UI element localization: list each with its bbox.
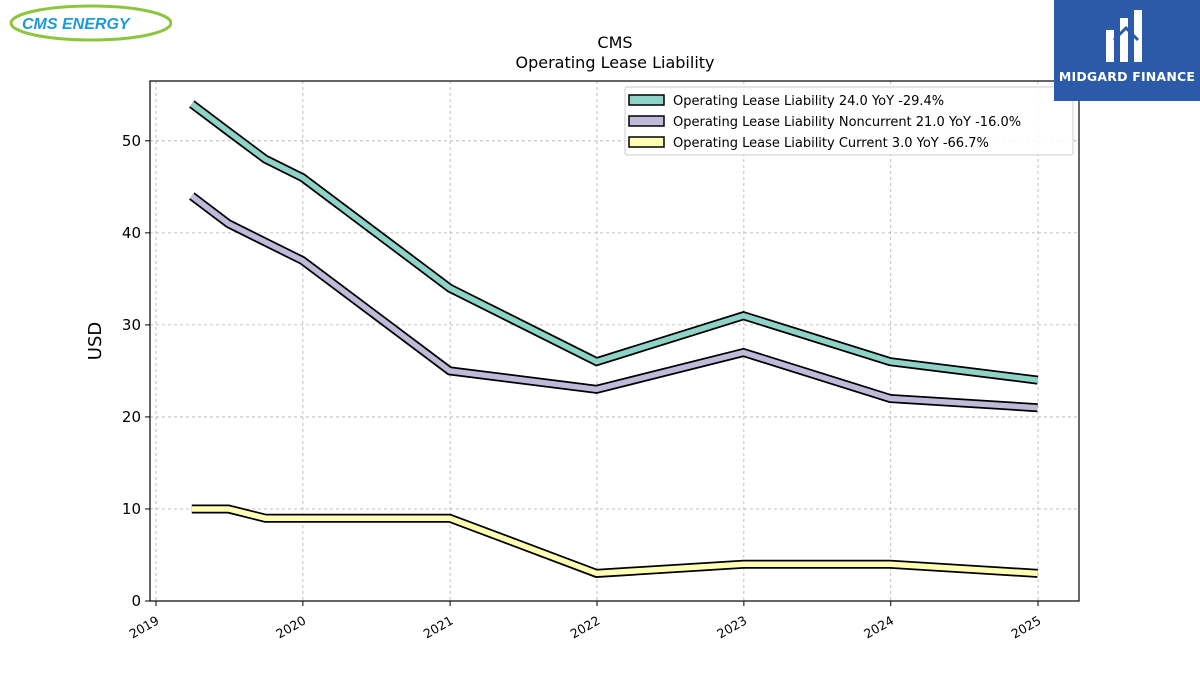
cms-energy-logo-text: CMS ENERGY	[22, 16, 131, 33]
series-group	[189, 100, 1039, 578]
chart-title: CMS	[597, 33, 632, 52]
y-tick-label: 50	[122, 132, 141, 150]
y-tick-label: 40	[122, 224, 141, 242]
logo-bar-mid	[1120, 18, 1128, 62]
legend-swatch	[628, 115, 665, 127]
midgard-finance-logo-text: MIDGARD FINANCE	[1058, 69, 1196, 84]
chart-subtitle: Operating Lease Liability	[515, 53, 714, 72]
legend-label: Operating Lease Liability Current 3.0 Yo…	[673, 136, 989, 151]
legend-swatch	[628, 136, 665, 148]
x-tick-label: 2024	[861, 613, 896, 642]
logo-bar-right	[1134, 10, 1142, 62]
grid	[150, 81, 1079, 602]
y-tick-label: 20	[122, 408, 141, 426]
logo-bar-left	[1106, 30, 1114, 62]
legend-label: Operating Lease Liability 24.0 YoY -29.4…	[673, 94, 944, 109]
series-line-operating-lease-liability	[190, 101, 1038, 383]
y-tick-label: 0	[131, 592, 141, 610]
legend-label: Operating Lease Liability Noncurrent 21.…	[673, 115, 1021, 130]
cms-energy-logo-mark: CMS ENERGY	[9, 4, 173, 42]
legend-swatch	[628, 94, 665, 106]
series-outline-operating-lease-liability-noncurrent	[189, 192, 1038, 413]
series-line-operating-lease-liability-current	[191, 506, 1038, 577]
logo-chevron	[1112, 25, 1140, 42]
x-tick-label: 2021	[421, 613, 456, 642]
y-tick-label: 30	[122, 316, 141, 334]
x-tick-label: 2019	[126, 613, 161, 642]
y-axis-label: USD	[85, 322, 106, 360]
legend: Operating Lease Liability 24.0 YoY -29.4…	[624, 86, 1074, 156]
x-tick-label: 2022	[567, 613, 602, 642]
midgard-logo-mark	[1106, 10, 1142, 62]
cms-energy-logo: CMS ENERGY	[6, 4, 173, 44]
midgard-finance-logo: MIDGARD FINANCE	[1054, 0, 1200, 101]
series-line-operating-lease-liability-noncurrent	[190, 193, 1038, 411]
plot-frame	[149, 80, 1080, 602]
logo-swoosh	[9, 4, 173, 42]
x-tick-label: 2020	[273, 613, 308, 642]
x-tick-label: 2025	[1008, 613, 1043, 642]
legend-box	[624, 86, 1074, 156]
y-tick-label: 10	[122, 500, 141, 518]
x-tick-label: 2023	[714, 613, 749, 642]
